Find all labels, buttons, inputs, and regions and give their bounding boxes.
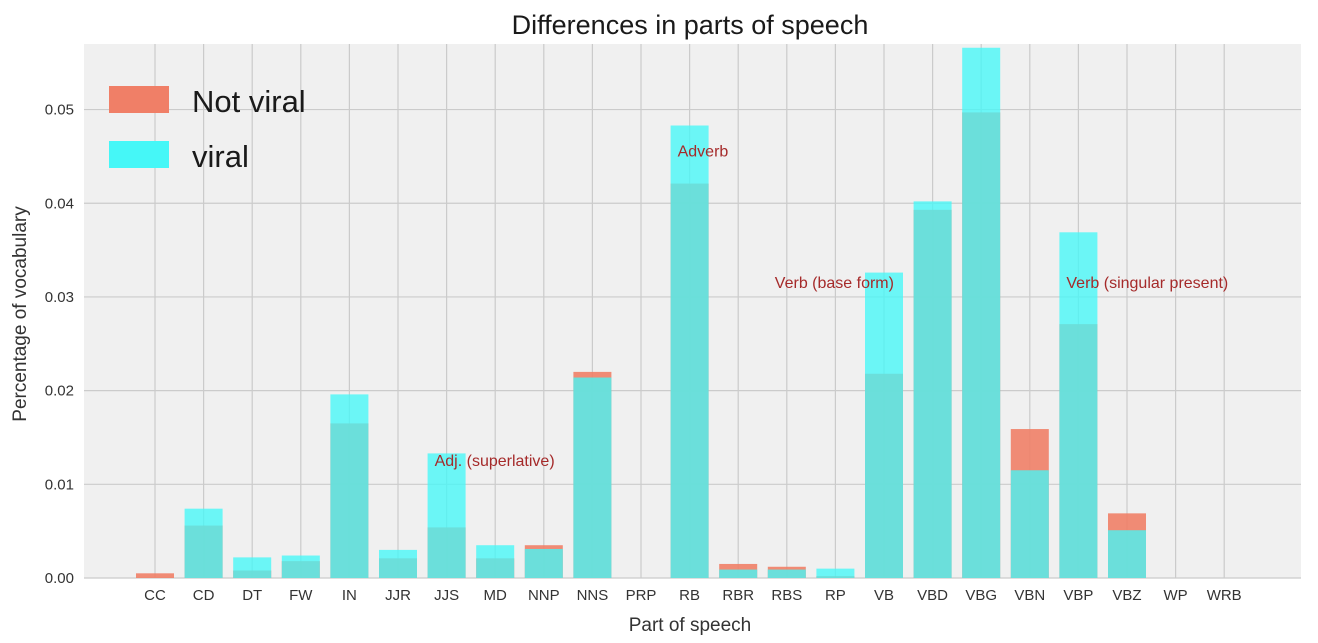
bar-viral-rbr bbox=[719, 569, 758, 578]
x-axis-label: Part of speech bbox=[629, 615, 752, 636]
chart-title: Differences in parts of speech bbox=[512, 10, 869, 40]
legend-label-not-viral: Not viral bbox=[192, 84, 306, 119]
bar-viral-jjs bbox=[427, 453, 466, 578]
y-tick-label: 0.04 bbox=[45, 195, 74, 212]
x-tick-label: FW bbox=[289, 587, 313, 604]
x-tick-label: RBS bbox=[771, 587, 802, 604]
bar-viral-vbd bbox=[913, 201, 952, 579]
bar-viral-jjr bbox=[379, 549, 417, 578]
legend-label-viral: viral bbox=[192, 139, 249, 174]
x-tick-label: DT bbox=[242, 587, 262, 604]
y-tick-labels: 0.00 0.01 0.02 0.03 0.04 0.05 bbox=[45, 102, 74, 587]
x-tick-label: NNP bbox=[528, 587, 560, 604]
bar-not-viral-cc bbox=[136, 573, 174, 578]
x-tick-label: WP bbox=[1164, 587, 1188, 604]
y-axis-label: Percentage of vocabulary bbox=[10, 206, 31, 422]
x-tick-label: VBG bbox=[965, 587, 997, 604]
bar-viral-fw bbox=[281, 555, 320, 578]
bar-viral-vbz bbox=[1108, 530, 1146, 578]
annotation-label: Adverb bbox=[678, 144, 729, 161]
bars bbox=[136, 47, 1146, 579]
bar-viral-cd bbox=[184, 508, 223, 578]
bar-viral-in bbox=[330, 394, 369, 578]
bar-viral-dt bbox=[233, 557, 272, 578]
x-tick-label: VBN bbox=[1014, 587, 1045, 604]
bar-viral-vbp bbox=[1059, 232, 1098, 578]
x-tick-label: NNS bbox=[577, 587, 609, 604]
bar-viral-rbs bbox=[767, 569, 806, 578]
x-tick-label: RB bbox=[679, 587, 700, 604]
bar-viral-md bbox=[476, 545, 515, 578]
annotation-label: Adj. (superlative) bbox=[435, 453, 555, 470]
legend-swatch-viral bbox=[109, 141, 169, 168]
x-tick-label: MD bbox=[484, 587, 507, 604]
x-tick-label: VBD bbox=[917, 587, 948, 604]
y-tick-label: 0.03 bbox=[45, 289, 74, 306]
annotation-label: Verb (base form) bbox=[775, 275, 894, 292]
x-tick-label: CC bbox=[144, 587, 166, 604]
bar-viral-vbn bbox=[1010, 470, 1049, 578]
legend-swatch-not-viral bbox=[109, 86, 169, 113]
x-tick-label: VB bbox=[874, 587, 894, 604]
y-tick-label: 0.02 bbox=[45, 383, 74, 400]
x-tick-label: VBZ bbox=[1112, 587, 1141, 604]
x-tick-label: RBR bbox=[722, 587, 754, 604]
x-tick-label: RP bbox=[825, 587, 846, 604]
bar-viral-rp bbox=[816, 568, 855, 578]
bar-viral-nnp bbox=[524, 548, 563, 578]
y-tick-label: 0.00 bbox=[45, 570, 74, 587]
x-tick-label: WRB bbox=[1207, 587, 1242, 604]
bar-viral-nns bbox=[573, 377, 612, 578]
x-tick-label: IN bbox=[342, 587, 357, 604]
x-tick-label: JJS bbox=[434, 587, 459, 604]
bar-viral-vbg bbox=[962, 47, 1001, 578]
x-tick-label: CD bbox=[193, 587, 215, 604]
x-tick-label: PRP bbox=[626, 587, 657, 604]
annotations: Adj. (superlative) Adverb Verb (base form)… bbox=[435, 144, 1229, 470]
y-tick-label: 0.05 bbox=[45, 102, 74, 119]
annotation-label: Verb (singular present) bbox=[1066, 275, 1228, 292]
bar-viral-vb bbox=[865, 272, 903, 578]
x-tick-labels: CC CD DT FW IN JJR JJS MD NNP NNS PRP RB RBR RBS RP VB V… bbox=[144, 587, 1242, 604]
x-tick-label: JJR bbox=[385, 587, 411, 604]
y-tick-label: 0.01 bbox=[45, 476, 74, 493]
legend: Not viral viral bbox=[109, 84, 306, 174]
x-tick-label: VBP bbox=[1063, 587, 1093, 604]
bar-viral-rb bbox=[670, 125, 709, 579]
